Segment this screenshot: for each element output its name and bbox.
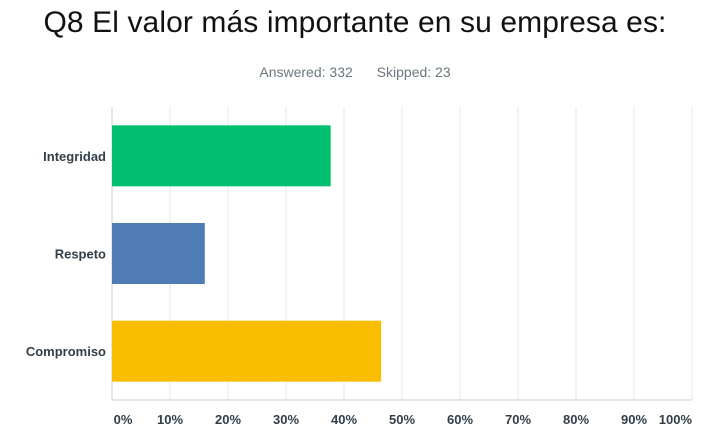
- question-title: Q8 El valor más importante en su empresa…: [43, 6, 667, 39]
- skipped-count: Skipped: 23: [376, 64, 451, 80]
- x-tick-label: 30%: [273, 412, 299, 427]
- x-tick-label: 100%: [659, 412, 693, 427]
- answered-count: Answered: 332: [259, 64, 353, 80]
- x-tick-label: 80%: [563, 412, 589, 427]
- x-tick-label: 60%: [447, 412, 473, 427]
- bar-respeto: [112, 223, 205, 284]
- bar-integridad: [112, 125, 331, 187]
- x-tick-label: 10%: [157, 412, 183, 427]
- x-tick-label: 50%: [389, 412, 415, 427]
- x-tick-label: 40%: [331, 412, 357, 427]
- category-label: Compromiso: [26, 344, 106, 359]
- bar-compromiso: [112, 320, 382, 382]
- response-stats: Answered: 332 Skipped: 23: [0, 64, 710, 80]
- x-tick-label: 90%: [621, 412, 647, 427]
- category-label: Respeto: [55, 247, 106, 262]
- category-label: Integridad: [43, 149, 106, 164]
- x-tick-label: 20%: [215, 412, 241, 427]
- x-tick-label: 0%: [114, 412, 133, 427]
- x-tick-label: 70%: [505, 412, 531, 427]
